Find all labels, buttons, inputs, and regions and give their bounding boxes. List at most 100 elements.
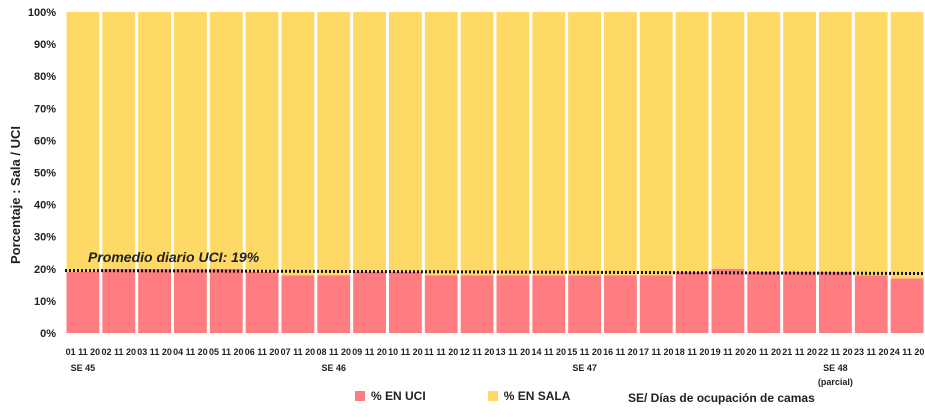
x-tick-label: 07 11 20: [281, 347, 316, 357]
bar-sala: [496, 12, 530, 276]
bar-sala: [675, 12, 709, 273]
legend-label-sala: % EN SALA: [503, 389, 571, 403]
x-tick-label: 20 11 20: [746, 347, 781, 357]
bar-sala: [568, 12, 601, 276]
bar-uci: [281, 275, 315, 333]
bar-sala: [424, 12, 458, 276]
bar-sala: [747, 12, 781, 273]
week-note: (parcial): [818, 377, 853, 387]
bar-uci: [675, 272, 709, 333]
bar-sala: [281, 12, 315, 276]
y-tick-label: 10%: [34, 296, 56, 308]
x-tick-label: 05 11 20: [209, 347, 244, 357]
bar-uci: [854, 275, 888, 333]
x-tick-label: 13 11 20: [496, 347, 531, 357]
y-axis-title: Porcentaje : Sala / UCI: [8, 126, 23, 264]
legend: % EN UCI % EN SALA: [355, 389, 570, 403]
x-axis-title: SE/ Días de ocupación de camas: [628, 391, 815, 405]
x-tick-label: 09 11 20: [352, 347, 387, 357]
bar-sala: [102, 12, 136, 269]
legend-swatch-sala: [487, 391, 498, 401]
week-label: SE 46: [321, 363, 346, 373]
legend-label-uci: % EN UCI: [371, 389, 426, 403]
bar-uci: [138, 268, 171, 333]
x-tick-label: 23 11 20: [854, 347, 889, 357]
bar-uci: [174, 268, 207, 333]
x-tick-label: 11 11 20: [424, 347, 458, 357]
bar-uci: [353, 272, 386, 333]
y-tick-label: 90%: [34, 39, 56, 51]
bar-uci: [819, 272, 852, 333]
bar-uci: [209, 268, 243, 333]
bar-uci: [389, 272, 422, 333]
average-line-group: Promedio diario UCI: 19%: [64, 249, 925, 276]
bar-sala: [604, 12, 637, 276]
bar-sala: [174, 12, 207, 269]
bar-sala: [783, 12, 816, 273]
bar-sala: [66, 12, 100, 273]
x-tick-label: 17 11 20: [639, 347, 674, 357]
x-tick-label: 18 11 20: [675, 347, 710, 357]
bar-sala: [532, 12, 566, 276]
x-tick-label: 08 11 20: [316, 347, 351, 357]
week-label: SE 47: [572, 363, 597, 373]
y-ticks-group: 0% 10% 20% 30% 40% 50% 60% 70% 80% 90% 100%: [28, 7, 56, 340]
bar-sala: [819, 12, 852, 273]
bar-uci: [604, 275, 637, 333]
bar-sala: [389, 12, 422, 273]
bar-uci: [783, 272, 816, 333]
bar-sala: [353, 12, 386, 273]
average-line: [64, 269, 925, 276]
bar-uci: [496, 275, 530, 333]
bar-uci: [424, 275, 458, 333]
y-tick-label: 70%: [34, 103, 56, 115]
y-tick-label: 20%: [34, 264, 56, 276]
legend-swatch-uci: [355, 391, 365, 401]
x-tick-label: 14 11 20: [531, 347, 566, 357]
bar-uci: [532, 275, 566, 333]
bar-uci: [890, 278, 924, 333]
x-ticks-group: 01 11 20 02 11 20 03 11 20 04 11 20 05 11 20…: [66, 347, 925, 357]
week-label: SE 45: [71, 363, 96, 373]
y-tick-label: 50%: [34, 168, 56, 180]
week-label: SE 48: [823, 363, 848, 373]
x-tick-label: 22 11 20: [818, 347, 853, 357]
bar-uci: [66, 272, 100, 333]
bar-uci: [568, 275, 601, 333]
y-tick-label: 80%: [34, 71, 56, 83]
bar-uci: [245, 272, 279, 333]
bar-sala: [138, 12, 171, 269]
bar-sala: [854, 12, 888, 276]
bar-sala: [209, 12, 243, 269]
bars-group: [66, 12, 924, 333]
y-tick-label: 100%: [28, 7, 56, 19]
y-tick-label: 30%: [34, 232, 56, 244]
x-tick-label: 16 11 20: [603, 347, 638, 357]
x-tick-label: 21 11 20: [782, 347, 817, 357]
bar-uci: [639, 275, 673, 333]
bar-uci: [711, 268, 745, 333]
bar-sala: [890, 12, 924, 279]
bar-uci: [317, 275, 351, 333]
week-labels-group: SE 45 SE 46 SE 47 SE 48 (parcial): [71, 363, 853, 387]
x-tick-label: 03 11 20: [137, 347, 172, 357]
x-tick-label: 15 11 20: [567, 347, 602, 357]
x-tick-label: 19 11 20: [711, 347, 746, 357]
bar-sala: [245, 12, 279, 273]
x-tick-label: 24 11 20: [890, 347, 925, 357]
average-line-label: Promedio diario UCI: 19%: [88, 249, 260, 265]
x-tick-label: 04 11 20: [173, 347, 208, 357]
bar-sala: [317, 12, 351, 276]
y-tick-label: 0%: [40, 328, 56, 340]
bar-uci: [102, 268, 136, 333]
bar-uci: [460, 275, 494, 333]
y-tick-label: 60%: [34, 135, 56, 147]
x-tick-label: 06 11 20: [245, 347, 280, 357]
x-tick-label: 01 11 20: [66, 347, 101, 357]
x-tick-label: 02 11 20: [101, 347, 136, 357]
bar-sala: [639, 12, 673, 276]
bar-sala: [460, 12, 494, 276]
x-tick-label: 10 11 20: [388, 347, 423, 357]
